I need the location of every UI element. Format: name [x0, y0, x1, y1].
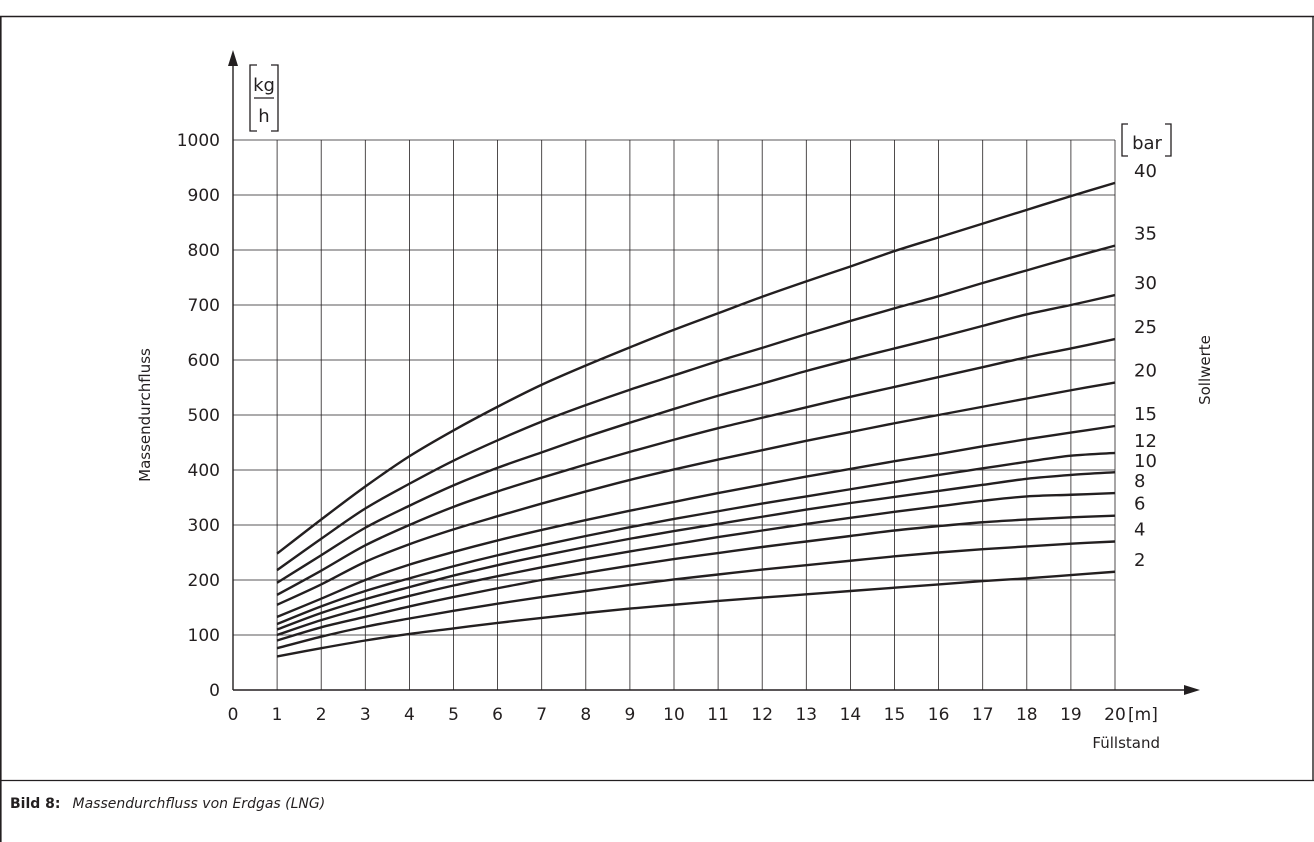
series-label-20: 20	[1134, 361, 1157, 382]
chart-grid	[233, 139, 1116, 690]
series-label-12: 12	[1134, 431, 1157, 452]
series-label-40: 40	[1134, 161, 1157, 182]
x-tick-label: 17	[972, 705, 994, 725]
x-axis-title: Füllstand	[1092, 734, 1160, 752]
chart-axes	[228, 50, 1200, 695]
x-tick-label: 0	[228, 705, 239, 725]
series-line-12-bar	[276, 451, 1116, 626]
x-tick-label: 19	[1060, 705, 1082, 725]
y-tick-label: 1000	[177, 131, 220, 151]
series-label-6: 6	[1134, 494, 1145, 515]
y-tick-label: 200	[188, 571, 220, 591]
series-label-35: 35	[1134, 224, 1157, 245]
figure-caption: Bild 8: Massendurchfluss von Erdgas (LNG)	[10, 796, 325, 812]
series-line-6-bar	[276, 514, 1116, 642]
series-line-10-bar	[276, 471, 1116, 631]
y-tick-label: 800	[188, 241, 220, 261]
y-tick-label: 900	[188, 186, 220, 206]
series-line-35-bar	[276, 244, 1116, 572]
x-tick-label: 15	[884, 705, 906, 725]
y-tick-label: 100	[188, 626, 220, 646]
series-unit-right-bracket	[1165, 123, 1172, 157]
y-tick-label: 600	[188, 351, 220, 371]
y-tick-label: 0	[209, 681, 220, 701]
series-axis-title: Sollwerte	[1196, 335, 1214, 405]
x-tick-label: 12	[751, 705, 773, 725]
x-tick-labels: 0 1 2 3 4 5 6 7 8 9 10 11 12 13 14 15 16 17 18 19 20	[228, 705, 1126, 725]
x-axis-arrow-icon	[1184, 685, 1200, 695]
series-line-25-bar	[276, 337, 1116, 596]
x-tick-label: 20	[1104, 705, 1126, 725]
y-axis-arrow-icon	[228, 50, 238, 66]
x-tick-label: 9	[624, 705, 635, 725]
y-tick-label: 500	[188, 406, 220, 426]
series-label-15: 15	[1134, 404, 1157, 425]
series-line-30-bar	[276, 293, 1116, 584]
series-line-4-bar	[276, 540, 1116, 650]
series-label-30: 30	[1134, 273, 1157, 294]
y-tick-label: 300	[188, 516, 220, 536]
series-line-40-bar	[276, 181, 1116, 555]
y-tick-labels: 0 100 200 300 400 500 600 700 800 900 1000	[177, 131, 220, 701]
series-line-15-bar	[276, 424, 1116, 618]
x-tick-label: 2	[316, 705, 327, 725]
x-tick-label: 4	[404, 705, 415, 725]
y-tick-label: 400	[188, 461, 220, 481]
x-tick-label: 1	[272, 705, 283, 725]
mass-flow-chart: 0 1 2 3 4 5 6 7 8 9 10 11 12 13 14 15 16 17 18 19 20 0100200…	[136, 50, 1214, 752]
series-label-4: 4	[1134, 520, 1145, 541]
series-label-10: 10	[1134, 451, 1157, 472]
y-unit-label: kg h	[249, 64, 279, 132]
x-tick-label: 5	[448, 705, 459, 725]
series-line-20-bar	[276, 381, 1116, 606]
x-tick-label: 13	[795, 705, 817, 725]
y-unit-right-bracket	[271, 64, 279, 132]
y-unit-left-bracket	[249, 64, 257, 132]
y-tick-label: 700	[188, 296, 220, 316]
x-tick-label: 14	[840, 705, 862, 725]
x-unit-label: [m]	[1128, 705, 1158, 725]
y-axis-title: Massendurchfluss	[136, 348, 154, 482]
x-tick-label: 6	[492, 705, 503, 725]
x-tick-label: 3	[360, 705, 371, 725]
x-tick-label: 16	[928, 705, 950, 725]
y-unit-denominator: h	[258, 106, 269, 127]
x-tick-label: 8	[580, 705, 591, 725]
x-tick-label: 10	[663, 705, 685, 725]
series-label-8: 8	[1134, 471, 1145, 492]
figure-label: Bild 8:	[10, 796, 61, 812]
figure-caption-text: Massendurchfluss von Erdgas (LNG)	[72, 796, 326, 812]
series-unit-left-bracket	[1121, 123, 1128, 157]
series-unit-label: bar	[1121, 123, 1172, 157]
y-unit-numerator: kg	[253, 75, 275, 96]
series-label-2: 2	[1134, 550, 1145, 571]
chart-series-curves	[276, 181, 1116, 658]
series-unit-text: bar	[1132, 133, 1162, 154]
series-line-2-bar	[276, 570, 1116, 658]
x-tick-label: 11	[707, 705, 729, 725]
x-tick-label: 18	[1016, 705, 1038, 725]
series-line-8-bar	[276, 491, 1116, 637]
series-label-25: 25	[1134, 317, 1157, 338]
x-tick-label: 7	[536, 705, 547, 725]
